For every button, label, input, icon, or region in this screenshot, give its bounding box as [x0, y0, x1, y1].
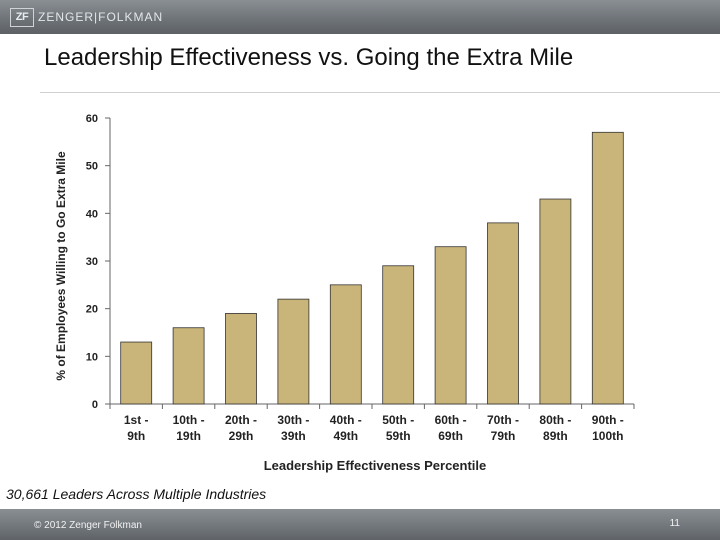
logo-icon: ZF: [10, 8, 34, 27]
page-number: 11: [669, 518, 680, 529]
x-tick-label: 50th -: [382, 413, 414, 427]
y-tick-label: 30: [86, 256, 98, 268]
x-tick-label: 59th: [386, 429, 411, 443]
x-tick-label: 60th -: [435, 413, 467, 427]
brand-name: ZENGER|FOLKMAN: [38, 10, 164, 24]
y-tick-label: 10: [86, 351, 98, 363]
bar: [434, 246, 467, 405]
x-axis-title: Leadership Effectiveness Percentile: [264, 458, 487, 473]
copyright-text: © 2012 Zenger Folkman: [34, 520, 142, 531]
bar: [277, 298, 310, 405]
x-tick-label: 80th -: [539, 413, 571, 427]
bar: [172, 327, 205, 405]
bar: [225, 313, 257, 405]
bar: [120, 341, 153, 405]
x-tick-label: 19th: [176, 429, 201, 443]
footer-bar: © 2012 Zenger Folkman 11: [0, 509, 720, 540]
y-tick-label: 60: [86, 113, 98, 125]
x-tick-label: 89th: [543, 429, 568, 443]
bar: [382, 265, 415, 405]
x-tick-label: 20th -: [225, 413, 257, 427]
x-tick-label: 39th: [281, 429, 306, 443]
x-tick-label: 49th: [333, 429, 358, 443]
x-tick-label: 70th -: [487, 413, 519, 427]
x-tick-label: 10th -: [173, 413, 205, 427]
x-tick-label: 90th -: [592, 413, 624, 427]
x-tick-label: 29th: [229, 429, 254, 443]
x-tick-label: 69th: [438, 429, 463, 443]
x-tick-label: 100th: [592, 429, 623, 443]
x-tick-label: 79th: [491, 429, 516, 443]
top-banner: ZF ZENGER|FOLKMAN: [0, 0, 720, 34]
y-tick-label: 40: [86, 208, 98, 220]
x-tick-label: 30th -: [277, 413, 309, 427]
y-tick-label: 0: [92, 399, 98, 411]
y-tick-label: 50: [86, 161, 98, 173]
x-tick-label: 9th: [127, 429, 145, 443]
bar: [329, 284, 362, 405]
y-axis-title: % of Employees Willing to Go Extra Mile: [54, 151, 68, 381]
chart-title: Leadership Effectiveness vs. Going the E…: [44, 44, 574, 71]
y-tick-label: 20: [86, 304, 98, 316]
title-divider: [40, 92, 720, 93]
bar: [487, 222, 519, 405]
bar: [591, 131, 624, 405]
x-tick-label: 40th -: [330, 413, 362, 427]
x-tick-label: 1st -: [124, 413, 149, 427]
footnote: 30,661 Leaders Across Multiple Industrie…: [6, 486, 267, 502]
bar: [539, 198, 572, 405]
